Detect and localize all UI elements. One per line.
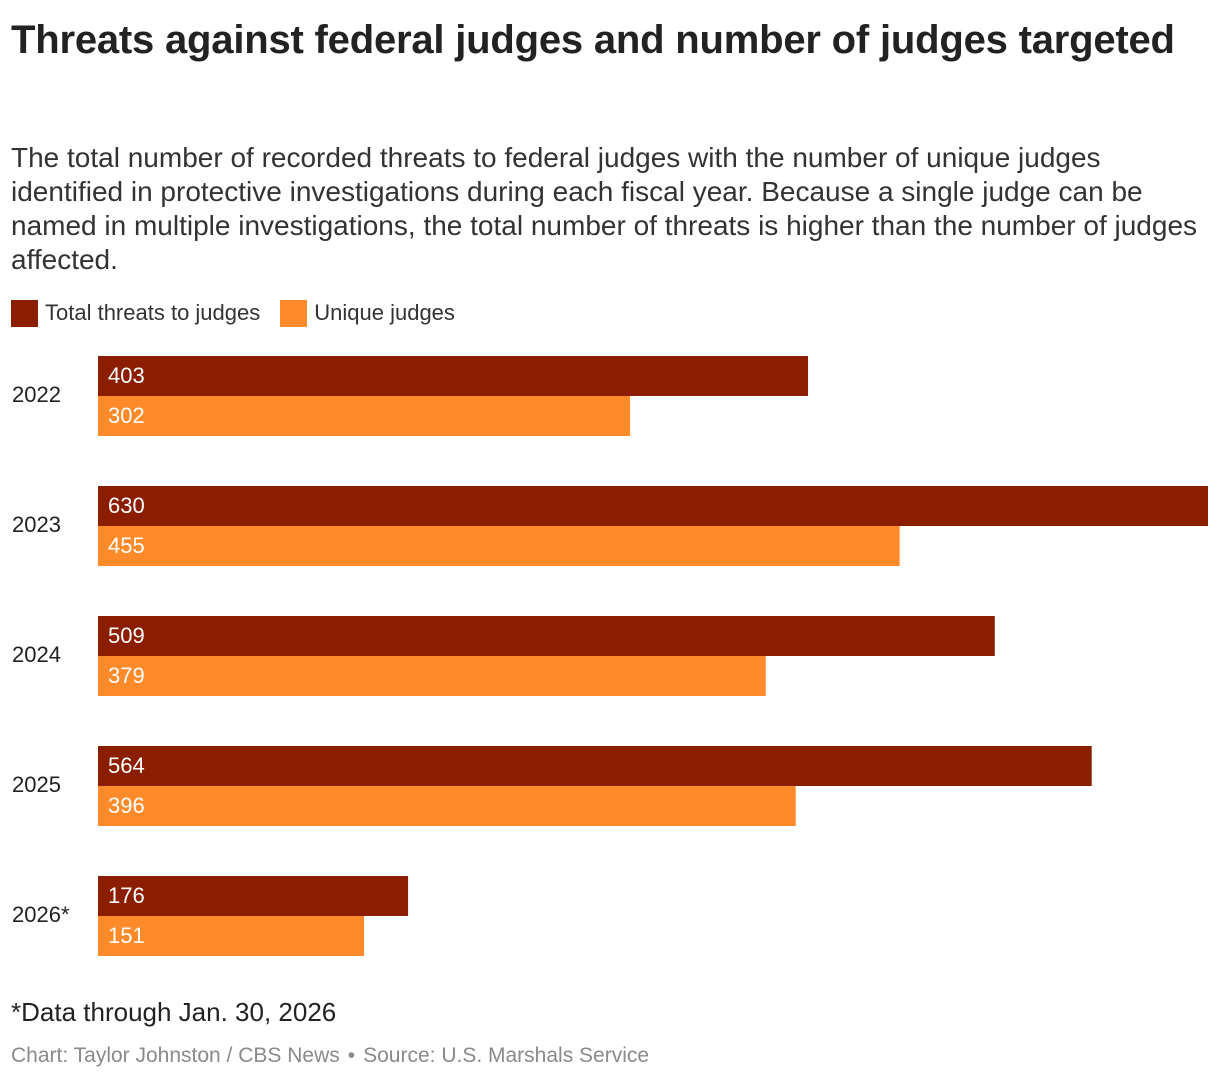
bar-unique-judges — [98, 396, 631, 436]
category-label: 2025 — [12, 772, 61, 797]
bar-value-label: 630 — [108, 493, 145, 518]
bar-chart: 2022 403 302 2023 630 455 2024 509 379 2025 564 396… — [12, 356, 1208, 956]
bar-unique-judges — [98, 916, 365, 956]
bar-total-threats — [98, 486, 1208, 526]
bar-value-label: 455 — [108, 533, 145, 558]
category-label: 2023 — [12, 512, 61, 537]
bar-value-label: 564 — [108, 753, 145, 778]
legend-swatch-unique-judges — [280, 299, 308, 327]
bar-value-label: 302 — [108, 403, 145, 428]
bar-value-label: 151 — [108, 923, 145, 948]
bar-total-threats — [98, 746, 1092, 786]
chart-title: Threats against federal judges and numbe… — [11, 18, 1175, 62]
category-label: 2026* — [12, 902, 70, 927]
bar-unique-judges — [98, 526, 900, 566]
category-label: 2022 — [12, 382, 61, 407]
footnote: *Data through Jan. 30, 2026 — [11, 997, 337, 1027]
legend-label-unique-judges: Unique judges — [314, 300, 455, 325]
bar-value-label: 396 — [108, 793, 145, 818]
chart-source: Source: U.S. Marshals Service — [363, 1044, 650, 1067]
footer: Chart: Taylor Johnston / CBS News • Source… — [11, 1042, 649, 1070]
legend: Total threats to judges Unique judges — [11, 298, 475, 328]
legend-item-unique-judges: Unique judges — [280, 299, 455, 327]
category-label: 2024 — [12, 642, 61, 667]
footer-separator: • — [347, 1044, 356, 1067]
bar-value-label: 509 — [108, 623, 145, 648]
chart-credit: Chart: Taylor Johnston / CBS News — [11, 1044, 340, 1067]
bar-total-threats — [98, 356, 809, 396]
bar-value-label: 379 — [108, 663, 145, 688]
bar-value-label: 176 — [108, 883, 145, 908]
bar-unique-judges — [98, 786, 796, 826]
legend-label-total-threats: Total threats to judges — [45, 300, 261, 325]
bar-total-threats — [98, 876, 409, 916]
bar-total-threats — [98, 616, 995, 656]
legend-item-total-threats: Total threats to judges — [11, 299, 261, 327]
bar-value-label: 403 — [108, 363, 145, 388]
bar-unique-judges — [98, 656, 766, 696]
legend-swatch-total-threats — [11, 299, 38, 327]
chart-subtitle: The total number of recorded threats to … — [11, 142, 1198, 275]
